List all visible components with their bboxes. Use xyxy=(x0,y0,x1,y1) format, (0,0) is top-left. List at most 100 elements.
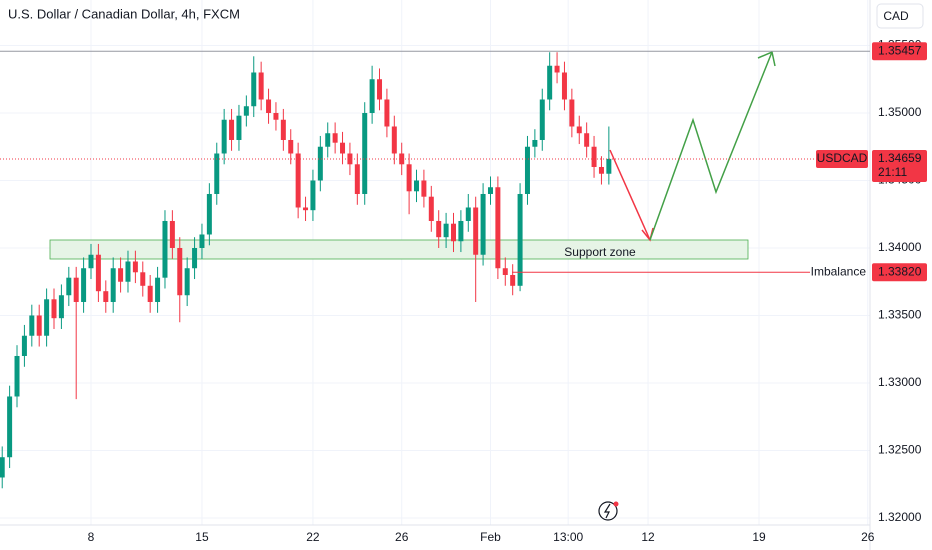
last-price: 1.34659 xyxy=(878,151,922,165)
candle-body xyxy=(561,72,567,100)
imbalance-price: 1.33820 xyxy=(878,264,922,278)
candle-body xyxy=(584,133,590,147)
high-price: 1.35457 xyxy=(878,43,922,57)
candle-body xyxy=(347,153,353,165)
candle-body xyxy=(414,180,420,192)
candle-body xyxy=(236,115,242,140)
currency-button[interactable] xyxy=(876,3,924,29)
y-tick-label: 1.32500 xyxy=(878,443,922,457)
support-zone-label: Support zone xyxy=(564,245,636,259)
candle-body xyxy=(132,261,138,273)
candle-body xyxy=(369,79,375,113)
candle-body xyxy=(266,99,272,113)
candle-body xyxy=(251,72,257,107)
candle-body xyxy=(66,277,72,296)
candle-body xyxy=(214,153,220,194)
candle-body xyxy=(44,299,50,336)
candle-body xyxy=(229,119,235,140)
candle-body xyxy=(539,99,545,140)
candle-body xyxy=(243,106,249,116)
candle-body xyxy=(95,254,101,292)
candle-body xyxy=(591,146,597,167)
x-tick-label: 22 xyxy=(306,530,320,544)
price-badge xyxy=(872,42,927,61)
candle-body xyxy=(443,223,449,238)
x-tick-label: 13:00 xyxy=(553,530,583,544)
candle-body xyxy=(162,220,168,278)
candle-body xyxy=(480,193,486,255)
candle-body xyxy=(58,295,64,319)
currency-label[interactable]: CAD xyxy=(883,9,909,23)
x-tick-label: 8 xyxy=(88,530,95,544)
x-tick-label: 26 xyxy=(861,530,875,544)
candle-body xyxy=(295,153,301,208)
candle-body xyxy=(473,207,479,255)
candle-body xyxy=(532,139,538,147)
price-badge xyxy=(872,263,927,282)
y-tick-label: 1.34000 xyxy=(878,240,922,254)
candle-body xyxy=(384,99,390,127)
candle-body xyxy=(547,65,553,100)
x-tick-label: 26 xyxy=(395,530,409,544)
candle-body xyxy=(340,142,346,154)
candle-body xyxy=(273,112,279,120)
candle-body xyxy=(169,220,175,248)
candle-body xyxy=(377,79,383,100)
candle-body xyxy=(7,396,13,458)
candle-body xyxy=(436,220,442,238)
candle-body xyxy=(325,133,331,147)
candle-body xyxy=(598,166,604,174)
y-tick-label: 1.33500 xyxy=(878,308,922,322)
candle-body xyxy=(110,268,116,302)
candle-body xyxy=(317,146,323,181)
candle-body xyxy=(458,220,464,242)
candle-body xyxy=(303,207,309,211)
candle-body xyxy=(465,207,471,221)
symbol-badge xyxy=(816,150,868,169)
candle-body xyxy=(88,254,94,269)
countdown: 21:11 xyxy=(878,165,907,179)
candle-body xyxy=(288,139,294,154)
candle-body xyxy=(73,277,79,302)
replay-icon xyxy=(598,501,619,521)
candle-body xyxy=(206,193,212,235)
candle-body xyxy=(36,315,42,336)
y-tick-label: 1.35000 xyxy=(878,105,922,119)
candle-body xyxy=(428,196,434,221)
candle-body xyxy=(184,268,190,296)
candle-body xyxy=(495,187,501,269)
candle-body xyxy=(140,272,146,286)
candle-body xyxy=(14,355,20,397)
candle-body xyxy=(502,268,508,275)
candle-body xyxy=(192,247,198,269)
candle-body xyxy=(21,335,27,356)
candle-body xyxy=(280,119,286,140)
candle-body xyxy=(310,180,316,211)
candle-body xyxy=(606,158,612,174)
price-badge xyxy=(872,150,927,183)
candle-body xyxy=(406,164,412,192)
candle-body xyxy=(125,261,131,282)
x-tick-label: 15 xyxy=(195,530,209,544)
projection-up xyxy=(649,51,773,241)
candle-body xyxy=(155,277,161,302)
candle-body xyxy=(399,153,405,165)
candle-body xyxy=(576,126,582,134)
x-tick-label: Feb xyxy=(480,530,501,544)
candle-body xyxy=(487,187,493,194)
chart-title: U.S. Dollar / Canadian Dollar, 4h, FXCM xyxy=(8,6,240,21)
overlay: 1.320001.325001.330001.335001.340001.345… xyxy=(0,38,927,544)
candle-body xyxy=(199,234,205,248)
candle-body xyxy=(421,180,427,197)
candle-body xyxy=(517,193,523,286)
projection-down xyxy=(609,149,651,241)
x-tick-label: 19 xyxy=(752,530,766,544)
symbol-label: USDCAD xyxy=(817,151,868,165)
candle-body xyxy=(51,299,57,319)
candle-body xyxy=(258,72,264,100)
imbalance-label: Imbalance xyxy=(811,264,867,278)
candle-body xyxy=(569,99,575,127)
candle-body xyxy=(450,223,456,242)
arrow-head xyxy=(757,50,776,67)
